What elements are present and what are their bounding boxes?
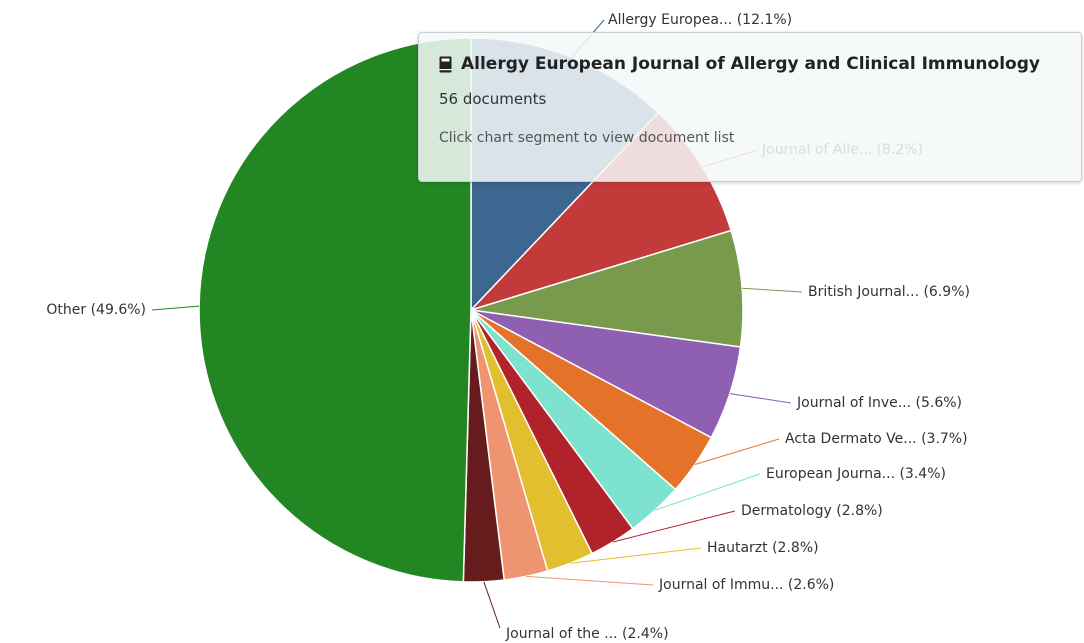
leader-line-journal-of-the bbox=[483, 581, 501, 629]
leader-line-hautarzt bbox=[570, 547, 702, 564]
chart-tooltip: Allergy European Journal of Allergy and … bbox=[418, 32, 1082, 182]
pie-slice-other[interactable] bbox=[198, 37, 472, 583]
leader-line-european-journa bbox=[655, 473, 761, 511]
slice-label-journal-of-immu: Journal of Immu... (2.6%) bbox=[658, 577, 834, 593]
leader-line-dermatology bbox=[612, 510, 736, 543]
leader-line-other bbox=[151, 305, 200, 311]
slice-label-acta-dermato-ve: Acta Dermato Ve... (3.7%) bbox=[785, 431, 968, 447]
book-icon bbox=[439, 56, 452, 72]
leader-line-journal-of-inve bbox=[729, 393, 792, 404]
tooltip-document-count: 56 documents bbox=[439, 90, 547, 108]
leader-line-british-journal bbox=[742, 287, 803, 293]
slice-label-journal-of-inve: Journal of Inve... (5.6%) bbox=[796, 395, 962, 411]
tooltip-title-row: Allergy European Journal of Allergy and … bbox=[439, 51, 1061, 77]
slice-label-european-journa: European Journa... (3.4%) bbox=[766, 466, 946, 482]
tooltip-hint: Click chart segment to view document lis… bbox=[439, 130, 735, 146]
slice-label-dermatology: Dermatology (2.8%) bbox=[741, 503, 883, 519]
pie-slices bbox=[198, 37, 744, 583]
slice-label-allergy-europea: Allergy Europea... (12.1%) bbox=[608, 12, 792, 28]
tooltip-title: Allergy European Journal of Allergy and … bbox=[461, 54, 1040, 74]
pie-slice-british-journal[interactable] bbox=[470, 229, 744, 348]
slice-label-british-journal: British Journal... (6.9%) bbox=[808, 284, 970, 300]
leader-line-acta-dermato-ve bbox=[694, 438, 780, 465]
slice-label-other: Other (49.6%) bbox=[46, 302, 146, 318]
slice-label-journal-of-the: Journal of the ... (2.4%) bbox=[505, 626, 669, 642]
slice-label-hautarzt: Hautarzt (2.8%) bbox=[707, 540, 819, 556]
leader-line-journal-of-immu bbox=[526, 575, 654, 586]
